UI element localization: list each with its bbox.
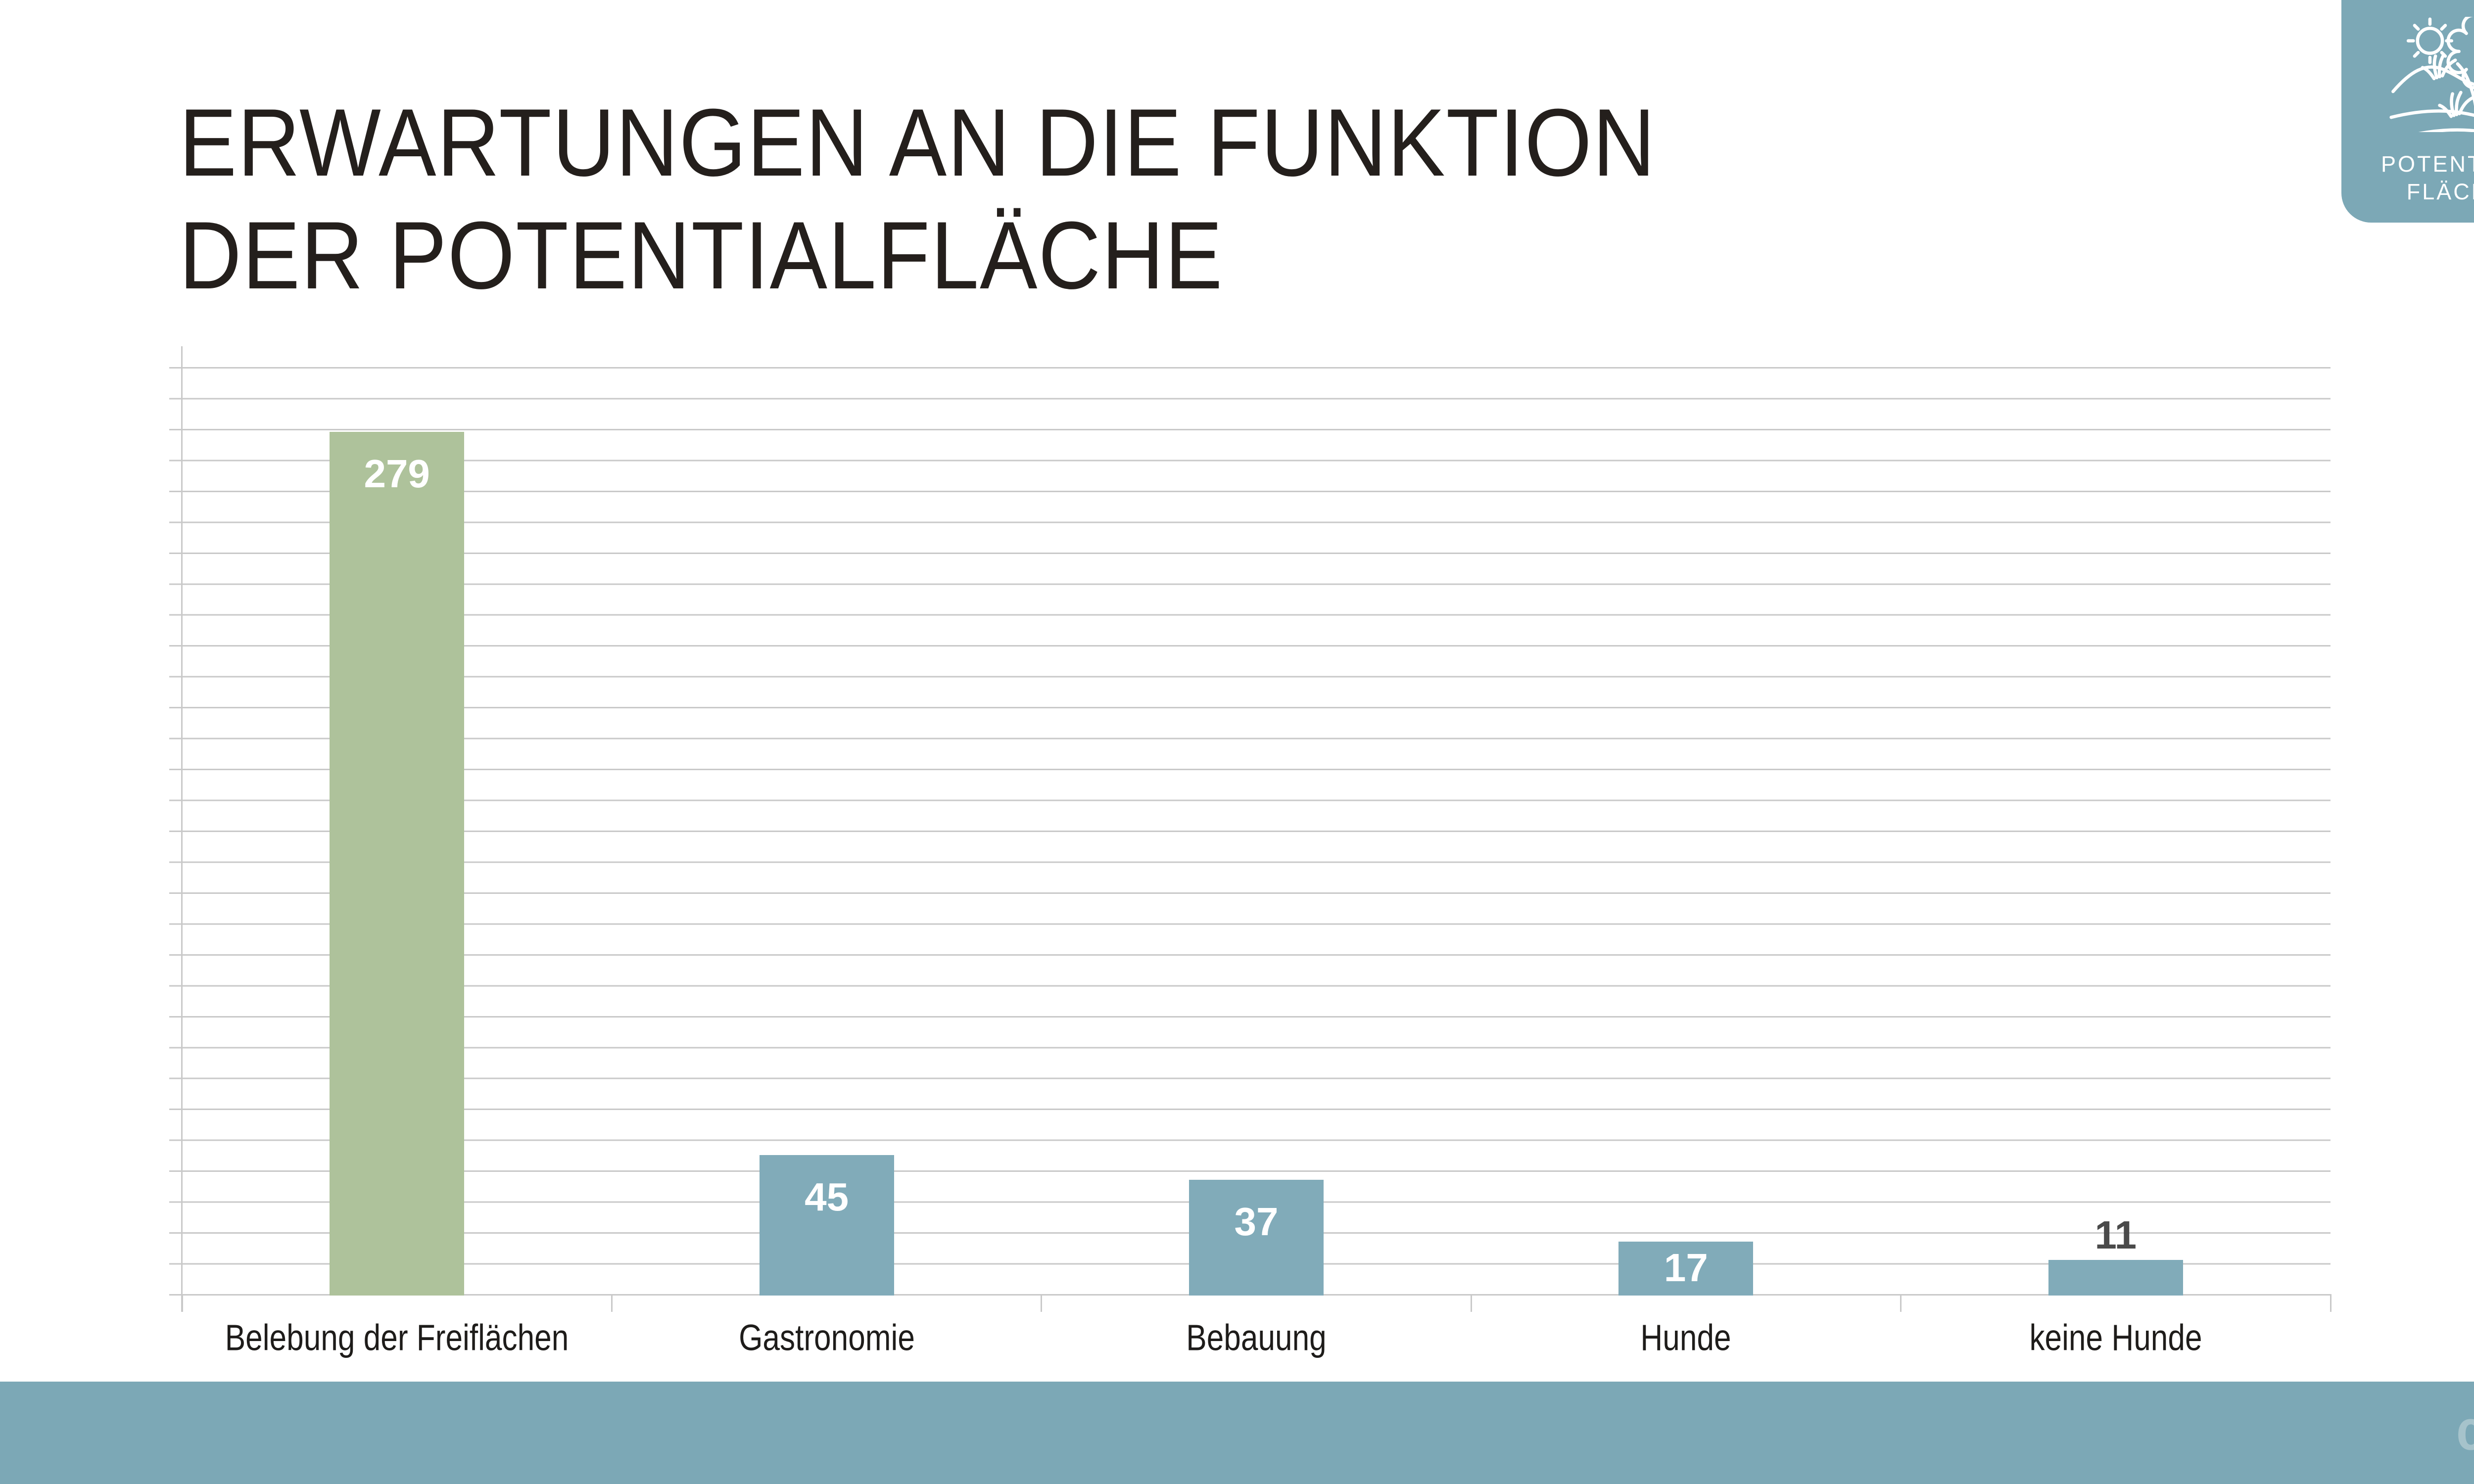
badge-label-line1: POTENTIAL- xyxy=(2380,151,2474,177)
bar xyxy=(330,432,465,1296)
category-label: Belebung der Freiflächen xyxy=(225,1317,569,1358)
gridlines xyxy=(169,367,2331,1296)
bar-value-label: 17 xyxy=(1664,1245,1708,1290)
page-title-line2: DER POTENTIALFLÄCHE xyxy=(179,202,1224,309)
bar xyxy=(1189,1179,1324,1296)
badge-label: POTENTIAL- FLÄCHE xyxy=(2341,150,2474,206)
bar xyxy=(2048,1260,2183,1296)
category-label: Hunde xyxy=(1640,1317,1731,1358)
footer-band: cima. xyxy=(0,1382,2474,1484)
cima-logo: cima. xyxy=(2456,1397,2474,1463)
category-label: Gastronomie xyxy=(738,1317,915,1358)
bar-value-label: 11 xyxy=(2094,1213,2137,1257)
axis-tick xyxy=(1041,1294,1043,1312)
y-axis-line xyxy=(181,346,183,1312)
category-label: Bebauung xyxy=(1186,1317,1327,1358)
bar-value-label: 279 xyxy=(364,452,430,496)
page-title: ERWARTUNGEN AN DIE FUNKTION DER POTENTIA… xyxy=(179,87,1656,312)
bar xyxy=(759,1155,894,1296)
page-title-line1: ERWARTUNGEN AN DIE FUNKTION xyxy=(179,89,1656,196)
axis-tick xyxy=(2330,1294,2331,1312)
axis-tick xyxy=(1470,1294,1472,1312)
category-label: keine Hunde xyxy=(2029,1317,2202,1358)
bar-value-label: 45 xyxy=(805,1174,849,1219)
landscape-sun-tree-icon xyxy=(2389,17,2474,132)
bar-value-label: 37 xyxy=(1234,1199,1279,1244)
axis-tick xyxy=(611,1294,613,1312)
bar xyxy=(1618,1241,1754,1296)
axis-tick xyxy=(181,1294,183,1312)
axis-tick xyxy=(1900,1294,1902,1312)
potentialflaeche-badge: POTENTIAL- FLÄCHE xyxy=(2341,0,2474,223)
badge-label-line2: FLÄCHE xyxy=(2406,179,2474,204)
cima-logo-text: cima xyxy=(2456,1398,2474,1462)
